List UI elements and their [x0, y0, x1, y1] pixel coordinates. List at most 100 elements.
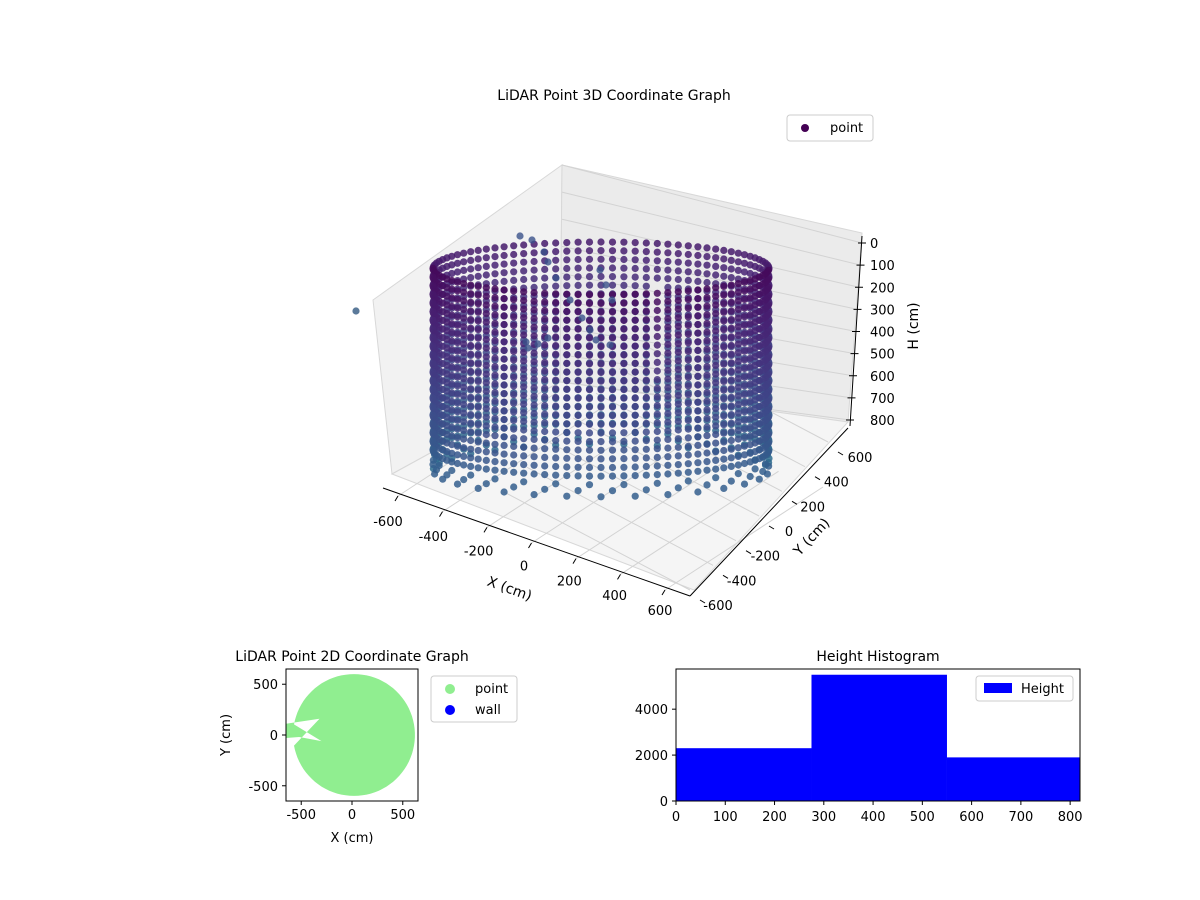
point-3d — [653, 298, 661, 306]
point-3d — [684, 287, 692, 295]
point-3d — [574, 487, 582, 495]
point-3d — [510, 442, 518, 450]
point-3d — [448, 466, 456, 475]
point-3d — [482, 292, 490, 300]
point-3d — [474, 395, 482, 403]
point-3d — [720, 246, 728, 254]
point-3d — [453, 347, 462, 355]
point-3d — [684, 477, 692, 485]
point-3d — [740, 251, 749, 259]
point-3d — [720, 351, 728, 360]
point-3d — [491, 302, 499, 310]
point-3d — [597, 308, 605, 316]
point-3d — [510, 304, 518, 312]
point-3d — [541, 427, 549, 436]
z-axis-label: H (cm) — [906, 302, 922, 349]
point-3d — [746, 302, 754, 311]
point-3d — [460, 476, 468, 484]
point-3d — [585, 412, 594, 420]
point-3d — [597, 463, 605, 472]
point-3d — [510, 373, 518, 381]
point-3d — [620, 437, 628, 445]
point-3d — [664, 401, 672, 409]
point-3d — [727, 256, 735, 264]
point-3d — [653, 315, 661, 323]
point-3d — [520, 461, 528, 469]
point-3d — [474, 264, 482, 272]
point-3d — [585, 472, 594, 480]
point-3d — [552, 471, 560, 479]
point-3d — [620, 429, 628, 437]
point-3d — [585, 334, 594, 342]
x-tick-label: -500 — [286, 808, 316, 823]
point-3d — [631, 446, 639, 454]
point-3d — [510, 434, 518, 442]
point-3d — [520, 409, 528, 417]
point-3d — [474, 351, 482, 360]
point-3d — [631, 325, 639, 333]
point-3d — [674, 417, 682, 425]
point-3d — [734, 418, 742, 426]
point-3d — [746, 328, 754, 336]
point-3d — [720, 446, 728, 455]
point-3d — [684, 460, 692, 468]
point-3d — [552, 419, 560, 427]
point-3d — [541, 350, 549, 358]
point-3d — [460, 297, 468, 305]
point-3d — [664, 266, 672, 274]
y-tick-label: 4000 — [635, 703, 668, 718]
point-3d — [482, 344, 490, 352]
legend-histogram: Height — [975, 675, 1074, 702]
point-3d — [574, 360, 582, 368]
point-3d — [448, 261, 456, 269]
points-3d — [352, 232, 773, 501]
point-3d — [520, 322, 528, 330]
point-3d — [608, 264, 617, 272]
point-3d — [720, 326, 728, 334]
point-3d — [530, 435, 538, 443]
point-3d — [664, 435, 672, 443]
point-3d — [482, 353, 490, 361]
point-3d — [720, 317, 728, 325]
histogram-bar — [811, 674, 947, 801]
point-3d — [712, 465, 720, 473]
point-3d — [712, 254, 720, 262]
point-3d — [597, 255, 605, 263]
x-tick-label: 600 — [648, 604, 673, 619]
point-3d — [585, 446, 594, 454]
point-3d — [720, 395, 728, 403]
point-3d — [734, 297, 742, 305]
point-3d — [712, 262, 720, 270]
point-3d — [541, 289, 549, 297]
point-3d — [563, 342, 571, 350]
point-3d — [453, 408, 462, 416]
point-3d — [740, 373, 749, 381]
point-3d — [491, 285, 499, 293]
point-3d — [597, 438, 605, 446]
point-3d — [684, 399, 692, 407]
point-3d — [474, 429, 482, 437]
point-3d — [491, 337, 499, 345]
point-3d — [664, 444, 672, 452]
point-3d — [467, 290, 475, 298]
point-3d — [642, 486, 650, 494]
point-3d — [746, 415, 754, 423]
point-3d — [541, 274, 549, 282]
point-3d — [510, 391, 518, 399]
point-3d — [608, 412, 617, 420]
point-3d — [720, 386, 728, 394]
point-3d — [620, 238, 628, 246]
point-3d — [740, 304, 749, 312]
y-tick — [768, 525, 775, 530]
point-3d — [720, 412, 728, 420]
point-3d — [585, 438, 594, 446]
point-3d — [597, 351, 605, 359]
point-3d — [482, 271, 490, 279]
point-3d — [474, 412, 482, 420]
point-3d — [746, 337, 754, 345]
point-3d — [703, 466, 711, 474]
point-3d — [574, 247, 582, 255]
point-3d — [620, 403, 628, 411]
point-3d — [608, 394, 617, 402]
